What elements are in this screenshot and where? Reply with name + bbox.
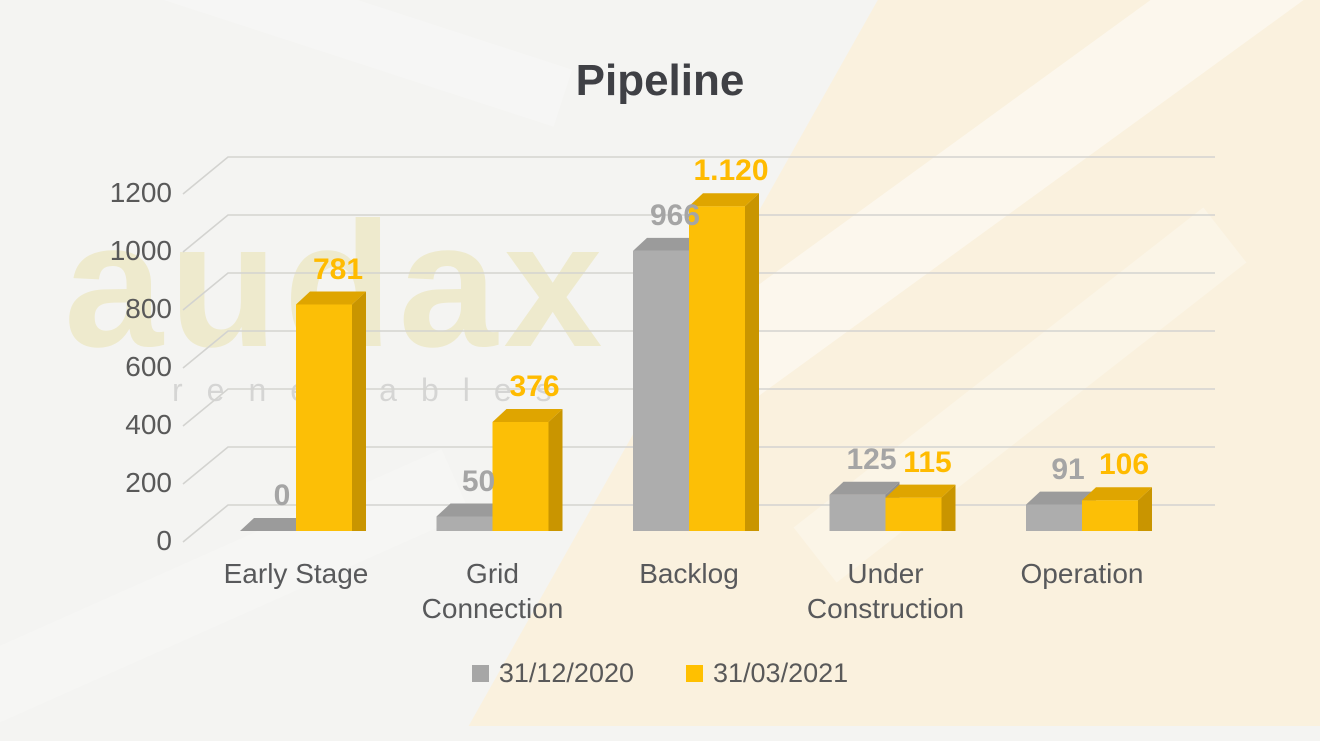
bar-2021-early-stage-front	[296, 304, 352, 531]
data-label-bar-2021-under-construction: 115	[903, 445, 952, 479]
bar-2021-backlog-side	[745, 193, 759, 531]
data-label-bar-2020-operation: 91	[1051, 452, 1085, 486]
bar-2020-backlog-front	[633, 250, 689, 532]
category-label-operation: Operation	[1020, 558, 1144, 589]
gridline-200	[182, 446, 1215, 485]
gridline-400	[182, 388, 1215, 427]
legend-swatch-gray	[471, 665, 489, 682]
data-label-bar-2021-operation: 106	[1098, 448, 1150, 482]
bar-2021-grid-connection-top	[492, 408, 563, 422]
y-axis-tick: 800	[125, 293, 172, 324]
chart-title: Pipeline	[575, 56, 745, 105]
data-label-bar-2021-backlog: 1.120	[693, 154, 769, 188]
bar-2020-backlog-top	[633, 237, 703, 251]
chart-legend: 31/12/2020 31/03/2021	[0, 658, 1320, 689]
y-axis-tick: 0	[156, 525, 172, 556]
bar-2021-backlog-front	[689, 206, 745, 531]
bar-chart-canvas	[182, 156, 1215, 543]
bar-2021-early-stage-top	[296, 291, 366, 305]
category-label-under-construction: Under Construction	[806, 558, 965, 624]
category-label-backlog: Backlog	[639, 558, 739, 589]
bar-2020-operation-front	[1026, 504, 1082, 531]
category-label-early-stage: Early Stage	[223, 558, 369, 589]
bar-2021-grid-connection-front	[492, 421, 549, 531]
data-label-bar-2020-under-construction: 125	[846, 442, 897, 476]
bar-2021-early-stage-side	[352, 291, 366, 531]
bar-2020-early-stage-top	[240, 518, 310, 531]
bar-2021-backlog-top	[689, 193, 759, 207]
gridline-800	[182, 272, 1215, 311]
bar-2020-under-construction-front	[829, 494, 886, 531]
y-axis-tick: 600	[125, 351, 172, 382]
legend-swatch-yellow	[686, 665, 703, 682]
bar-2021-operation-front	[1082, 500, 1138, 531]
legend-label: 31/03/2021	[713, 658, 849, 688]
bar-2021-grid-connection-side	[548, 408, 563, 531]
bar-2021-under-construction-front	[885, 497, 942, 531]
legend-item-2020: 31/12/2020	[471, 658, 634, 689]
bar-2021-under-construction-top	[885, 484, 956, 498]
bar-2020-grid-connection-front	[436, 516, 493, 531]
legend-label: 31/12/2020	[498, 658, 634, 688]
y-axis-tick: 400	[125, 409, 172, 440]
bar-2020-operation-top	[1026, 491, 1096, 505]
data-label-bar-2020-early-stage: 0	[273, 479, 291, 512]
bar-2021-operation-side	[1138, 487, 1152, 531]
gridline-1200	[182, 156, 1215, 195]
bar-2021-operation-top	[1082, 487, 1152, 501]
bar-2020-under-construction-top	[829, 481, 900, 495]
data-label-bar-2021-grid-connection: 376	[509, 369, 560, 403]
bar-2021-under-construction-side	[941, 484, 956, 531]
y-axis-tick: 1000	[109, 235, 172, 266]
legend-item-2021: 31/03/2021	[686, 658, 848, 689]
y-axis-tick: 1200	[109, 177, 172, 208]
category-label-grid-connection: Grid Connection	[421, 558, 564, 624]
data-label-bar-2020-grid-connection: 50	[461, 464, 496, 498]
gridline-1000	[182, 214, 1215, 253]
y-axis-tick: 200	[125, 467, 172, 498]
data-label-bar-2021-early-stage: 781	[312, 252, 364, 286]
data-label-bar-2020-backlog: 966	[649, 198, 701, 232]
bar-2020-grid-connection-top	[436, 503, 507, 517]
gridline-600	[182, 330, 1215, 369]
